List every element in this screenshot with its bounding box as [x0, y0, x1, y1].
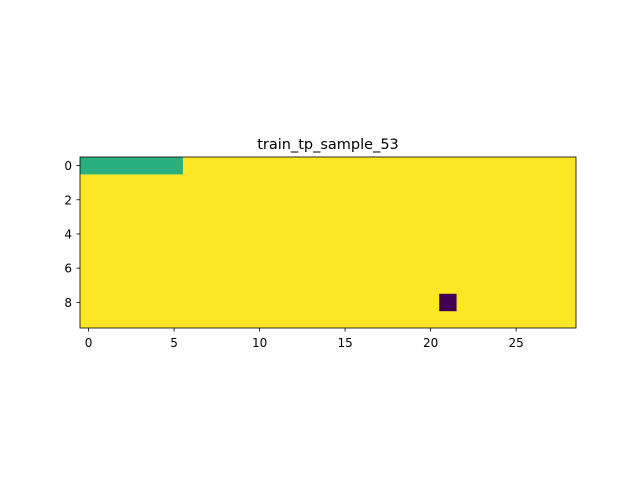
y-tick-label: 2	[64, 193, 72, 207]
heatmap-cell	[131, 157, 149, 175]
y-tick-label: 8	[64, 296, 72, 310]
y-tick-label: 0	[64, 159, 72, 173]
heatmap-cell	[148, 157, 166, 175]
x-tick-label: 20	[423, 336, 438, 350]
y-tick-label: 6	[64, 262, 72, 276]
heatmap-cell	[165, 157, 183, 175]
x-tick-label: 15	[337, 336, 352, 350]
y-axis-ticks: 0 2 4 6 8	[64, 159, 80, 310]
x-tick-label: 5	[170, 336, 178, 350]
x-axis-ticks: 0 5 10 15 20 25	[85, 328, 524, 350]
x-tick-label: 10	[252, 336, 267, 350]
plot-frame	[79, 156, 577, 329]
heatmap-cell	[80, 157, 98, 175]
heatmap-cell	[439, 293, 457, 312]
chart-title: train_tp_sample_53	[257, 137, 399, 153]
heatmap-cells	[80, 157, 576, 328]
heatmap-background	[80, 157, 576, 328]
heatmap-cell	[97, 157, 115, 175]
x-tick-label: 25	[508, 336, 523, 350]
y-tick-label: 4	[64, 227, 72, 241]
x-tick-label: 0	[85, 336, 93, 350]
heatmap-cell	[114, 157, 132, 175]
